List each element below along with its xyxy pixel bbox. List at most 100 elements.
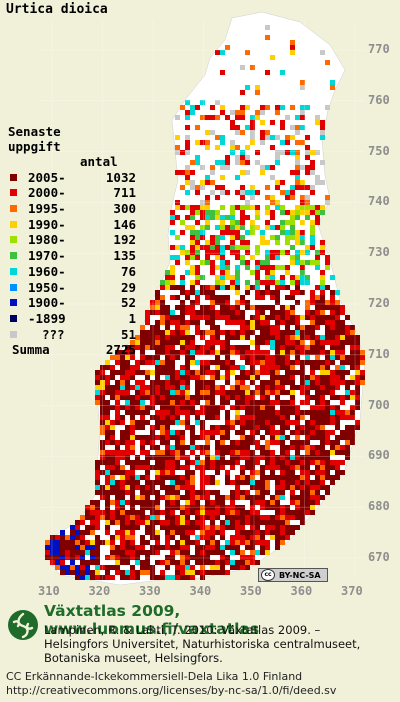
grid-cell: [170, 380, 175, 385]
grid-cell: [140, 400, 145, 405]
grid-cell: [245, 290, 250, 295]
grid-cell: [305, 260, 310, 265]
grid-cell: [320, 350, 325, 355]
grid-cell: [315, 295, 320, 300]
grid-cell: [215, 275, 220, 280]
grid-cell: [115, 450, 120, 455]
grid-cell: [340, 400, 345, 405]
grid-cell: [330, 375, 335, 380]
grid-cell: [300, 400, 305, 405]
grid-cell: [165, 345, 170, 350]
grid-cell: [315, 215, 320, 220]
grid-cell: [280, 335, 285, 340]
grid-cell: [185, 370, 190, 375]
grid-cell: [115, 350, 120, 355]
grid-cell: [165, 500, 170, 505]
grid-cell: [240, 345, 245, 350]
grid-cell: [305, 425, 310, 430]
grid-cell: [185, 425, 190, 430]
grid-cell: [175, 340, 180, 345]
grid-cell: [280, 480, 285, 485]
grid-cell: [155, 490, 160, 495]
grid-cell: [205, 255, 210, 260]
grid-cell: [295, 125, 300, 130]
grid-cell: [160, 415, 165, 420]
grid-cell: [90, 545, 95, 550]
grid-cell: [350, 340, 355, 345]
grid-cell: [200, 345, 205, 350]
grid-cell: [130, 520, 135, 525]
grid-cell: [325, 440, 330, 445]
grid-cell: [305, 445, 310, 450]
grid-cell: [310, 340, 315, 345]
grid-cell: [125, 545, 130, 550]
grid-cell: [275, 315, 280, 320]
grid-cell: [195, 400, 200, 405]
grid-cell: [60, 550, 65, 555]
grid-cell: [325, 435, 330, 440]
grid-cell: [315, 325, 320, 330]
grid-cell: [180, 370, 185, 375]
grid-cell: [170, 365, 175, 370]
grid-cell: [320, 380, 325, 385]
grid-cell: [120, 350, 125, 355]
grid-cell: [215, 505, 220, 510]
grid-cell: [320, 470, 325, 475]
grid-cell: [255, 430, 260, 435]
grid-cell: [265, 35, 270, 40]
grid-cell: [170, 575, 175, 580]
grid-cell: [170, 485, 175, 490]
grid-cell: [310, 310, 315, 315]
grid-cell: [245, 85, 250, 90]
grid-cell: [285, 140, 290, 145]
grid-cell: [115, 500, 120, 505]
grid-cell: [150, 300, 155, 305]
grid-cell: [265, 250, 270, 255]
grid-cell: [300, 510, 305, 515]
grid-cell: [265, 485, 270, 490]
grid-cell: [245, 510, 250, 515]
grid-cell: [225, 545, 230, 550]
grid-cell: [205, 465, 210, 470]
grid-cell: [110, 455, 115, 460]
grid-cell: [175, 480, 180, 485]
grid-cell: [280, 375, 285, 380]
grid-cell: [235, 175, 240, 180]
grid-cell: [75, 575, 80, 580]
grid-cell: [205, 480, 210, 485]
grid-cell: [215, 145, 220, 150]
grid-cell: [215, 430, 220, 435]
grid-cell: [170, 280, 175, 285]
grid-cell: [275, 380, 280, 385]
grid-cell: [230, 510, 235, 515]
grid-cell: [195, 190, 200, 195]
grid-cell: [220, 315, 225, 320]
grid-cell: [215, 510, 220, 515]
grid-cell: [320, 295, 325, 300]
grid-cell: [220, 445, 225, 450]
grid-cell: [300, 475, 305, 480]
grid-cell: [230, 515, 235, 520]
grid-cell: [320, 290, 325, 295]
grid-cell: [310, 505, 315, 510]
grid-cell: [300, 80, 305, 85]
grid-cell: [125, 530, 130, 535]
grid-cell: [275, 290, 280, 295]
grid-cell: [300, 205, 305, 210]
grid-cell: [245, 305, 250, 310]
grid-cell: [215, 50, 220, 55]
grid-cell: [260, 105, 265, 110]
grid-cell: [350, 345, 355, 350]
grid-cell: [205, 145, 210, 150]
grid-cell: [210, 170, 215, 175]
grid-cell: [200, 480, 205, 485]
grid-cell: [185, 125, 190, 130]
grid-cell: [190, 265, 195, 270]
grid-cell: [200, 185, 205, 190]
grid-cell: [110, 435, 115, 440]
grid-cell: [290, 195, 295, 200]
grid-cell: [215, 375, 220, 380]
legend-heading-line1: Senaste: [8, 124, 61, 139]
grid-cell: [215, 335, 220, 340]
grid-cell: [125, 360, 130, 365]
